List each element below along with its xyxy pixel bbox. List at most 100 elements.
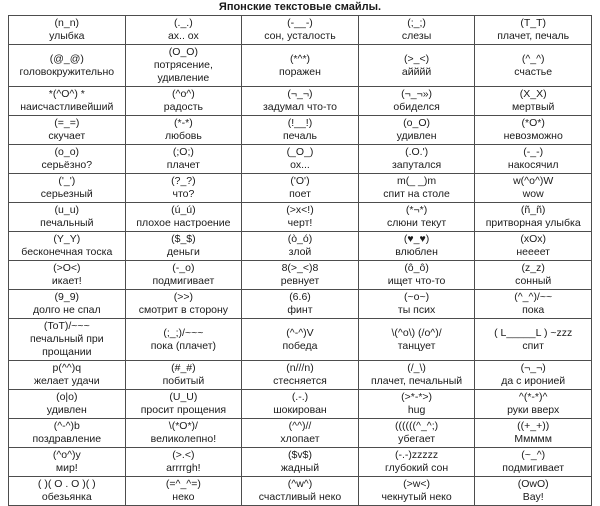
smiley-face: ( )( O . O )( ): [37, 478, 96, 490]
smiley-face: 8(>_<)8: [281, 262, 319, 274]
smiley-face: p(^^)q: [52, 362, 82, 374]
smiley-description: руки вверх: [507, 404, 560, 416]
smiley-face: ($v$): [288, 449, 312, 461]
smiley-face: (@_@): [49, 52, 84, 65]
smiley-description: ох...: [290, 159, 310, 171]
smiley-description: удивлен: [46, 404, 87, 416]
smiley-cell: (~o~) ты псих: [357, 289, 476, 319]
smiley-face: (>O<): [53, 262, 81, 274]
smiley-description: wow: [522, 188, 544, 200]
smiley-description: желает удачи: [33, 375, 100, 387]
smiley-face: (u_u): [54, 204, 80, 216]
smiley-face: (.-.): [291, 391, 309, 403]
smiley-face: (¬_¬»): [401, 88, 433, 100]
smiley-description: чекнутый неко: [381, 491, 452, 503]
smiley-cell: (xOx) неееет: [474, 231, 592, 261]
smiley-face: (U_U): [169, 391, 198, 403]
smiley-description: сон, усталость: [264, 30, 336, 42]
table-row: (o|o) удивлен (U_U) просит прощения (.-.) шок…: [8, 389, 592, 419]
smiley-face: (ToT)/~~~: [43, 320, 90, 332]
smiley-description: мир!: [55, 462, 78, 474]
smiley-description: подмигивает: [152, 275, 215, 287]
smiley-cell: ($_$) деньги: [124, 231, 243, 261]
table-row: (Y_Y) бесконечная тоска ($_$) деньги (ò_ó) зл…: [8, 231, 592, 261]
smiley-face: (^^)//: [288, 420, 312, 432]
smiley-face: ^(*-*)^: [518, 391, 548, 403]
smiley-cell: (ñ_ñ) притворная улыбка: [474, 202, 592, 232]
table-row: p(^^)q желает удачи (#_#) побитый (n///n) сте…: [8, 360, 592, 390]
smiley-description: улыбка: [49, 30, 85, 42]
table-row: (9_9) долго не спал (>>) смотрит в сторону (…: [8, 289, 592, 319]
smiley-cell: *(^O^) * наисчастливейший: [8, 86, 126, 116]
smiley-description: что?: [172, 188, 195, 200]
smiley-face: m(_ _)m: [397, 175, 437, 187]
smiley-cell: (z_z) сонный: [474, 260, 592, 290]
smiley-face: ($_$): [171, 233, 196, 245]
smiley-face: (-_o): [172, 262, 195, 274]
smiley-description: радость: [163, 101, 203, 113]
smiley-description: танцует: [397, 339, 436, 352]
smiley-face: (*¬*): [405, 204, 428, 216]
smiley-cell: (¬_¬») обиделся: [357, 86, 476, 116]
table-row: (@_@) головокружительно (O_O) потрясение, у…: [8, 44, 592, 87]
smiley-description: печаль: [282, 130, 318, 142]
smiley-cell: (=_=) скучает: [8, 115, 126, 145]
smiley-cell: (>_<) айййй: [357, 44, 476, 87]
smiley-face: (=_=): [54, 117, 80, 129]
smiley-face: ('_'): [58, 175, 76, 187]
smiley-description: ах.. ох: [167, 30, 199, 42]
smiley-cell: (ô_ô) ищет что-то: [357, 260, 476, 290]
smiley-face: (Y_Y): [53, 233, 81, 245]
smiley-description: мертвый: [511, 101, 555, 113]
smiley-cell: (ToT)/~~~ печальный при прощании: [8, 318, 126, 361]
smiley-table-body: (n_n) улыбка (._.) ах.. ох (-__-) сон, устало…: [8, 15, 592, 506]
smiley-cell: (9_9) долго не спал: [8, 289, 126, 319]
smiley-cell: (o_O) удивлен: [357, 115, 476, 145]
smiley-description: хлопает: [280, 433, 320, 445]
smiley-description: Ммммм: [514, 433, 552, 445]
smiley-face: (o|o): [56, 391, 78, 403]
smiley-description: финт: [287, 304, 313, 316]
smiley-description: победа: [282, 339, 318, 352]
smiley-description: серьёзно?: [41, 159, 93, 171]
table-row: (^-^)b поздравление \(*O*)/великолепно! (^^…: [8, 418, 592, 448]
smiley-face: (xOx): [520, 233, 547, 245]
smiley-cell: (>.<) arrrrgh!: [124, 447, 243, 477]
page-title: Японские текстовые смайлы.: [218, 1, 382, 13]
smiley-face: (*-*): [174, 117, 193, 129]
smiley-cell: (ú_ú) плохое настроение: [124, 202, 243, 232]
smiley-description: плачет, печаль: [497, 30, 570, 42]
smiley-cell: (^o^)y мир!: [8, 447, 126, 477]
smiley-face: (ò_ó): [287, 233, 313, 245]
smiley-cell: (>>) смотрит в сторону: [124, 289, 243, 319]
smiley-face: (-_-): [523, 146, 544, 158]
smiley-cell: 8(>_<)8 ревнует: [241, 260, 359, 290]
smiley-description: печальный: [40, 217, 94, 229]
smiley-cell: w(^o^)W wow: [474, 173, 592, 203]
smiley-face: (>*-*>): [401, 391, 433, 403]
smiley-cell: (¬_¬) да с иронией: [474, 360, 592, 390]
smiley-description: наисчастливейший: [20, 101, 114, 113]
smiley-description: великолепно!: [150, 433, 217, 445]
smiley-cell: (._.) ах.. ох: [124, 15, 243, 45]
smiley-face: (>_<): [404, 52, 430, 65]
smiley-description: накосячил: [507, 159, 559, 171]
smiley-cell: (^-^)b поздравление: [8, 418, 126, 448]
smiley-cell: ('_') серьезный: [8, 173, 126, 203]
smiley-face: (OwO): [517, 478, 549, 490]
smiley-face: (;O;): [172, 146, 194, 158]
smiley-description: неееет: [516, 246, 550, 258]
smiley-face: (O_O): [168, 46, 198, 58]
smiley-cell: (ò_ó) злой: [241, 231, 359, 261]
smiley-cell: \(*O*)/великолепно!: [124, 418, 243, 448]
smiley-cell: (Y_Y) бесконечная тоска: [8, 231, 126, 261]
smiley-face: ((+_+)): [517, 420, 550, 432]
smiley-description: икает!: [51, 275, 82, 287]
smiley-description: глубокий сон: [384, 462, 449, 474]
smiley-description: печальный при прощании: [29, 333, 104, 358]
smiley-cell: (!__!) печаль: [241, 115, 359, 145]
smiley-description: убегает: [398, 433, 435, 445]
smiley-description: счастье: [514, 65, 553, 78]
smiley-description: спит: [522, 339, 544, 352]
